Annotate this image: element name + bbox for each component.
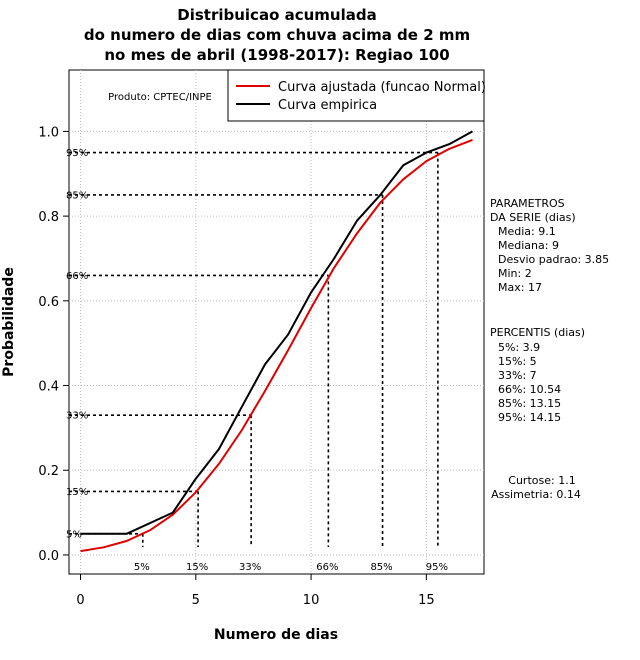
percentis-item: 15%: 5 — [498, 355, 537, 368]
percentile-x-label: 5% — [134, 562, 150, 573]
x-axis-label: Numero de dias — [214, 627, 338, 643]
percentis-item: 33%: 7 — [498, 369, 537, 382]
y-tick-label: 0.4 — [38, 380, 59, 395]
x-tick-label: 15 — [418, 593, 435, 608]
y-tick-label: 0.0 — [38, 549, 59, 564]
percentis-item: 66%: 10.54 — [498, 383, 561, 396]
title-line-2: do numero de dias com chuva acima de 2 m… — [84, 26, 470, 44]
percentile-y-label: 95% — [66, 148, 88, 159]
parametros-item: Media: 9.1 — [498, 225, 556, 238]
series-line-fitted-normal — [80, 138, 473, 553]
percentile-x-label: 85% — [370, 562, 392, 573]
x-tick-label: 0 — [76, 593, 84, 608]
y-tick-label: 0.8 — [38, 210, 59, 225]
percentile-y-label: 15% — [66, 487, 88, 498]
parametros-panel: PARAMETROS DA SERIE (dias) Media: 9.1 Me… — [490, 197, 609, 294]
credit-label: Produto: CPTEC/INPE — [108, 92, 212, 103]
y-tick-label: 0.2 — [38, 464, 59, 479]
percentile-x-label: 33% — [239, 562, 261, 573]
parametros-item: Desvio padrao: 3.85 — [498, 253, 609, 266]
legend: Curva ajustada (funcao Normal) Curva emp… — [227, 69, 486, 122]
shape-panel: Curtose: 1.1 Assimetria: 0.14 — [491, 474, 581, 501]
title-line-3: no mes de abril (1998-2017): Regiao 100 — [104, 46, 449, 64]
axis-ticks: 0.0 0.2 0.4 0.6 0.8 1.0 0 5 10 15 — [38, 125, 434, 608]
legend-label-empirical: Curva empirica — [278, 98, 377, 113]
percentile-x-label: 95% — [426, 562, 448, 573]
y-tick-label: 1.0 — [38, 125, 59, 140]
percentile-x-label: 66% — [316, 562, 338, 573]
chart-title: Distribuicao acumulada do numero de dias… — [84, 6, 470, 64]
percentis-item: 85%: 13.15 — [498, 397, 561, 410]
percentile-y-label: 85% — [66, 190, 88, 201]
percentile-y-label: 5% — [66, 529, 82, 540]
percentis-heading: PERCENTIS (dias) — [490, 326, 585, 339]
plot-border — [68, 69, 485, 575]
parametros-heading-2: DA SERIE (dias) — [490, 211, 576, 224]
series-line-empirical — [80, 130, 473, 535]
y-axis-label: Probabilidade — [1, 267, 17, 377]
assimetria-label: Assimetria: 0.14 — [491, 488, 581, 501]
series-lines — [80, 130, 473, 553]
parametros-heading-1: PARAMETROS — [490, 197, 565, 210]
x-tick-label: 10 — [303, 593, 320, 608]
parametros-item: Max: 17 — [498, 281, 542, 294]
percentile-markers: 5% 5% 15% 15% 33% 33% 66% 66% 85% 85% 95% 95% — [66, 148, 448, 573]
percentis-panel: PERCENTIS (dias) 5%: 3.9 15%: 5 33%: 7 6… — [490, 326, 585, 424]
y-tick-label: 0.6 — [38, 295, 59, 310]
title-line-1: Distribuicao acumulada — [177, 6, 376, 24]
percentile-y-label: 33% — [66, 411, 88, 422]
parametros-item: Min: 2 — [498, 267, 532, 280]
grid-lines — [69, 70, 484, 574]
legend-box — [227, 69, 485, 122]
percentis-item: 5%: 3.9 — [498, 341, 540, 354]
percentile-y-label: 66% — [66, 271, 88, 282]
percentis-item: 95%: 14.15 — [498, 411, 561, 424]
curtose-label: Curtose: 1.1 — [508, 474, 575, 487]
percentile-x-label: 15% — [186, 562, 208, 573]
legend-label-fitted: Curva ajustada (funcao Normal) — [278, 80, 486, 95]
parametros-item: Mediana: 9 — [498, 239, 559, 252]
x-tick-label: 5 — [192, 593, 200, 608]
